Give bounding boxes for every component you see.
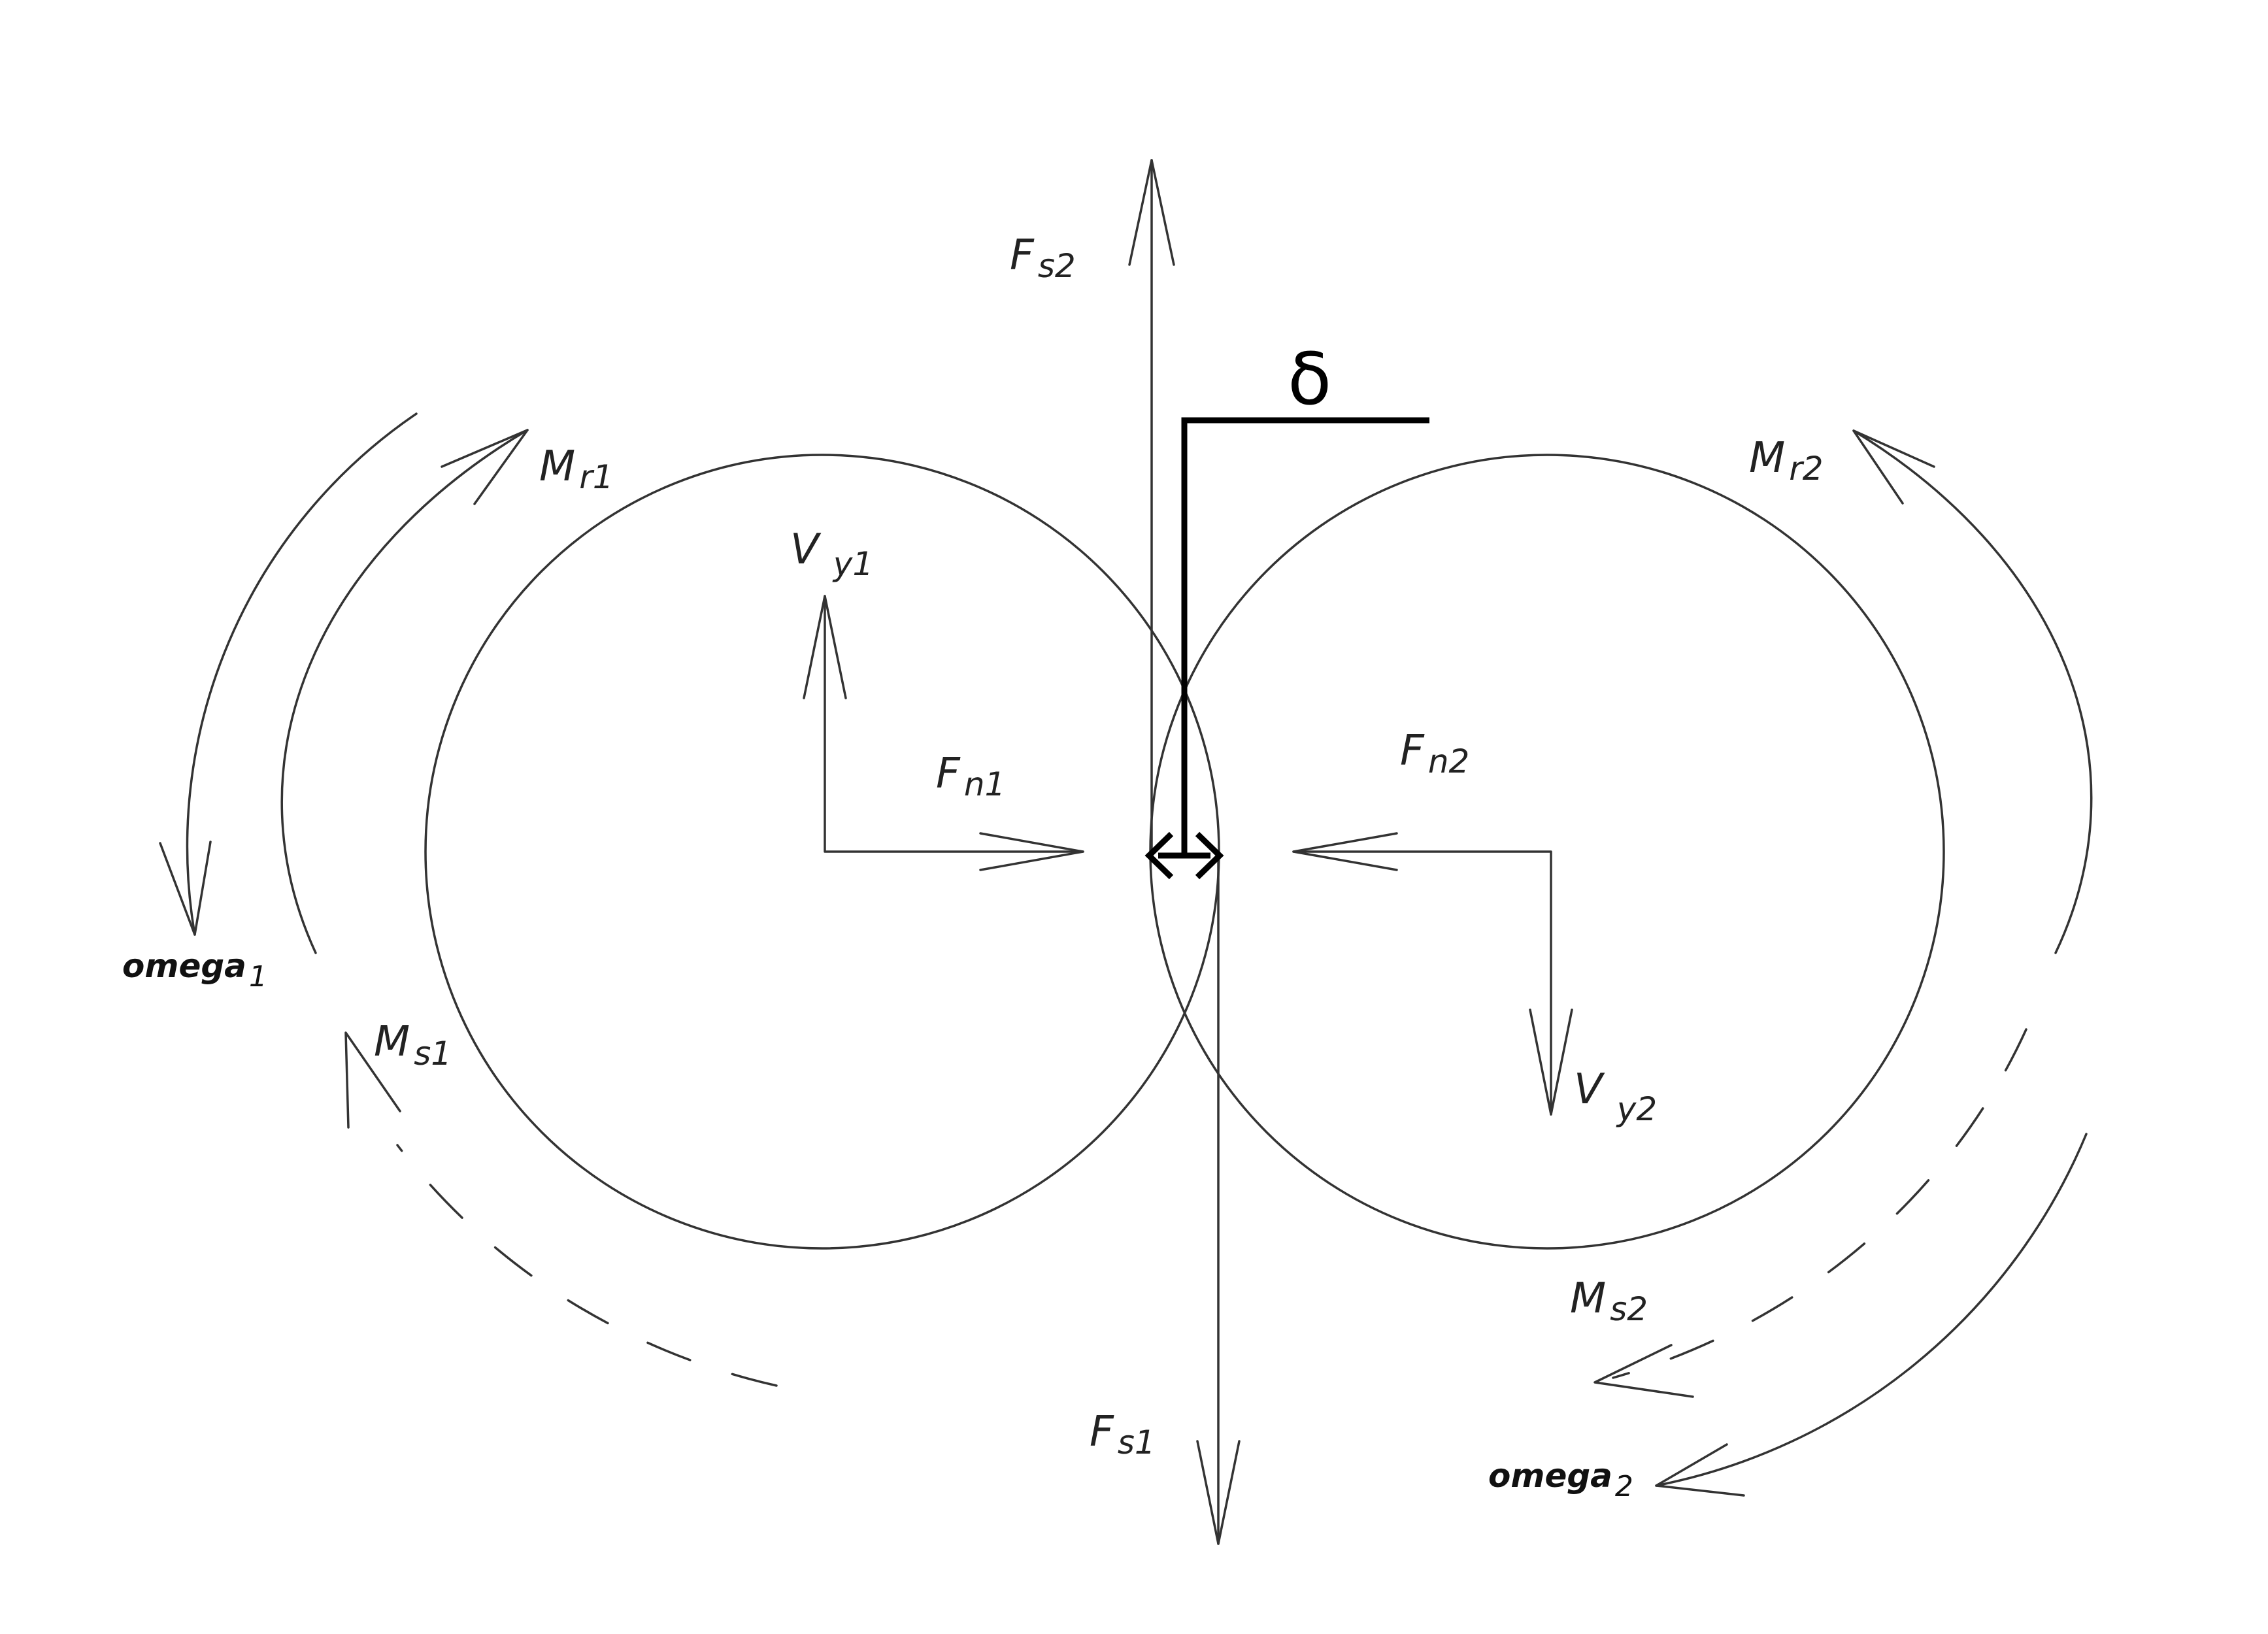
vy1-arrow xyxy=(803,595,1084,853)
delta-label: δ xyxy=(1288,337,1331,421)
delta-marker xyxy=(1144,417,1429,880)
ms2-arc xyxy=(1593,1028,2027,1398)
mr2-arc xyxy=(1852,429,2093,954)
omega1-label: omega1 xyxy=(122,947,267,993)
fs2-arrow xyxy=(1128,159,1175,853)
left-circle xyxy=(424,454,1220,1250)
mr1-arc xyxy=(280,429,529,954)
fn2-arrowhead xyxy=(1292,832,1398,871)
vy2-arrow xyxy=(1292,850,1573,1116)
fs1-arrow xyxy=(1196,850,1241,1545)
fn1-arrowhead xyxy=(979,832,1084,871)
omega2-arc xyxy=(1655,1133,2088,1497)
omega1-arc xyxy=(159,412,418,936)
omega2-label: omega2 xyxy=(1488,1457,1633,1503)
ms1-arc xyxy=(344,1031,778,1387)
